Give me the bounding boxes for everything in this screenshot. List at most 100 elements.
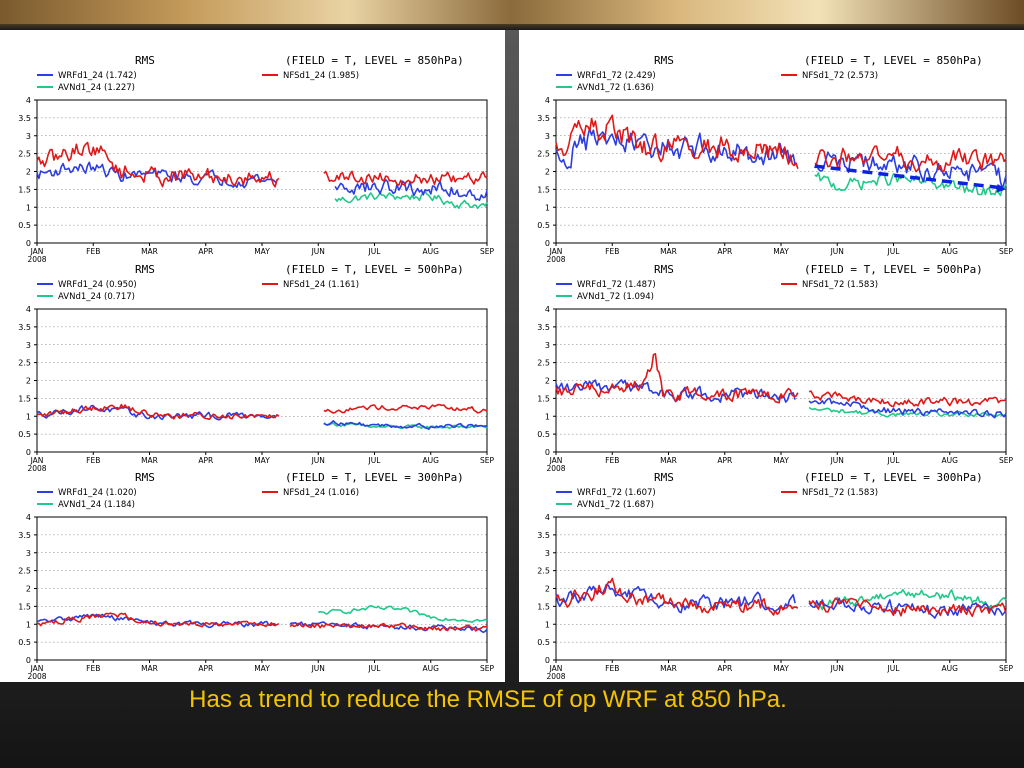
chart-left-1-legend-label-nfs: NFSd1_24 (1.161) — [283, 280, 359, 290]
chart-left-1-series-nfs-line — [323, 403, 488, 414]
chart-left-0: RMS (FIELD = T, LEVEL = 850hPa) WRFd1_24 (… — [18, 54, 494, 264]
chart-left-0-xtick-label: AUG — [423, 247, 440, 256]
chart-left-0-xtick-label: SEP — [480, 247, 494, 256]
chart-right-2-ytick-label: 1.5 — [537, 602, 550, 611]
chart-right-0-ytick-label: 4 — [545, 96, 550, 105]
chart-right-0-ytick-label: 1 — [545, 203, 550, 212]
chart-left-0-legend-label-avn: AVNd1_24 (1.227) — [58, 83, 135, 93]
chart-right-2-xtick-label: JUL — [887, 664, 901, 673]
chart-left-1: RMS (FIELD = T, LEVEL = 500hPa) WRFd1_24 (… — [18, 263, 494, 473]
chart-left-1-xtick-label: MAR — [141, 456, 158, 465]
chart-left-1-ytick-label: 0.5 — [18, 430, 31, 439]
chart-right-0-xtick-label: AUG — [942, 247, 959, 256]
chart-right-0-xtick-label: SEP — [999, 247, 1013, 256]
chart-right-2-ytick-label: 2 — [545, 585, 550, 594]
chart-right-1-ytick-label: 2.5 — [537, 359, 550, 368]
chart-left-2-xtick-label: JUL — [368, 664, 382, 673]
chart-left-1-legend-label-avn: AVNd1_24 (0.717) — [58, 292, 135, 302]
chart-left-0-legend-label-nfs: NFSd1_24 (1.985) — [283, 71, 359, 81]
chart-left-2-series-avn-line — [317, 604, 488, 624]
chart-left-2-xtick-label: SEP — [480, 664, 494, 673]
chart-left-1-ytick-label: 1 — [26, 412, 31, 421]
chart-right-1-series-avn-line — [808, 406, 1007, 418]
chart-left-2-legend-label-nfs: NFSd1_24 (1.016) — [283, 488, 359, 498]
chart-right-1-series-wrf-line — [808, 397, 1007, 419]
chart-left-2-title: RMS — [135, 471, 155, 484]
chart-left-2-ytick-label: 2.5 — [18, 567, 31, 576]
chart-left-0-ytick-label: 3.5 — [18, 114, 31, 123]
chart-right-1-ytick-label: 4 — [545, 305, 550, 314]
chart-right-2-xtick-label: JUN — [830, 664, 844, 673]
chart-left-0-xtick-label: JAN — [30, 247, 44, 256]
chart-left-1-xtick-label: JAN — [30, 456, 44, 465]
chart-right-0-legend-label-avn: AVNd1_72 (1.636) — [577, 83, 654, 93]
chart-left-1-ytick-label: 3 — [26, 341, 31, 350]
chart-right-2-ytick-label: 4 — [545, 513, 550, 522]
chart-right-0-legend-label-wrf: WRFd1_72 (2.429) — [577, 71, 656, 81]
chart-left-2: RMS (FIELD = T, LEVEL = 300hPa) WRFd1_24 (… — [18, 471, 494, 681]
chart-left-2-xtick-label: FEB — [86, 664, 100, 673]
chart-left-0-series-nfs-line — [323, 170, 488, 186]
chart-right-2: RMS (FIELD = T, LEVEL = 300hPa) WRFd1_72 (… — [537, 471, 1013, 681]
chart-left-2-ytick-label: 3 — [26, 549, 31, 558]
chart-right-0-series-nfs-line — [814, 145, 1007, 173]
chart-right-2-series-nfs-line — [555, 577, 799, 616]
chart-left-2-xtick-label: MAR — [141, 664, 158, 673]
chart-right-0-xtick-label: 2008 — [546, 255, 565, 264]
chart-right-1-ytick-label: 3.5 — [537, 323, 550, 332]
chart-right-1-xtick-label: AUG — [942, 456, 959, 465]
chart-right-1-legend-label-wrf: WRFd1_72 (1.487) — [577, 280, 656, 290]
chart-right-1-ytick-label: 1 — [545, 412, 550, 421]
chart-left-2-xtick-label: MAY — [254, 664, 270, 673]
chart-left-1-ytick-label: 2.5 — [18, 359, 31, 368]
chart-right-2-legend-label-wrf: WRFd1_72 (1.607) — [577, 488, 656, 498]
chart-left-0-ytick-label: 0 — [26, 239, 31, 248]
chart-right-2-ytick-label: 0 — [545, 656, 550, 665]
chart-right-0-ytick-label: 3.5 — [537, 114, 550, 123]
chart-right-1-xtick-label: APR — [717, 456, 732, 465]
chart-right-0-ytick-label: 0 — [545, 239, 550, 248]
chart-right-2-title: RMS — [654, 471, 674, 484]
chart-right-0-xtick-label: JAN — [549, 247, 563, 256]
chart-right-2-legend-label-avn: AVNd1_72 (1.687) — [577, 500, 654, 510]
chart-right-0-series-wrf-line — [555, 127, 796, 170]
chart-right-0-legend-label-nfs: NFSd1_72 (2.573) — [802, 71, 878, 81]
chart-right-0: RMS (FIELD = T, LEVEL = 850hPa) WRFd1_72 (… — [537, 54, 1013, 264]
chart-right-1-xtick-label: JAN — [549, 456, 563, 465]
chart-right-2-xtick-label: APR — [717, 664, 732, 673]
chart-left-0-xtick-label: APR — [198, 247, 213, 256]
chart-right-2-ytick-label: 3.5 — [537, 531, 550, 540]
right-charts-svg: RMS (FIELD = T, LEVEL = 850hPa) WRFd1_72 (… — [537, 54, 1013, 681]
chart-right-0-ytick-label: 2 — [545, 168, 550, 177]
chart-right-2-ytick-label: 1 — [545, 620, 550, 629]
chart-right-1-xtick-label: JUN — [830, 456, 844, 465]
chart-left-1-xtick-label: FEB — [86, 456, 100, 465]
chart-left-2-ytick-label: 1 — [26, 620, 31, 629]
chart-right-2-xtick-label: FEB — [605, 664, 619, 673]
chart-left-1-title: RMS — [135, 263, 155, 276]
chart-left-2-ytick-label: 0.5 — [18, 638, 31, 647]
chart-right-2-ytick-label: 3 — [545, 549, 550, 558]
chart-right-1-ytick-label: 0 — [545, 448, 550, 457]
chart-left-2-xtick-label: APR — [198, 664, 213, 673]
chart-left-1-ytick-label: 2 — [26, 377, 31, 386]
chart-right-1-ytick-label: 3 — [545, 341, 550, 350]
chart-right-1-xtick-label: FEB — [605, 456, 619, 465]
chart-left-0-xtick-label: JUN — [311, 247, 325, 256]
chart-left-2-legend-label-avn: AVNd1_24 (1.184) — [58, 500, 135, 510]
chart-right-0-xtick-label: APR — [717, 247, 732, 256]
chart-right-1-xtick-label: SEP — [999, 456, 1013, 465]
chart-right-1-ytick-label: 1.5 — [537, 394, 550, 403]
chart-right-1-series-nfs-line — [808, 390, 1007, 408]
left-charts-panel: RMS (FIELD = T, LEVEL = 850hPa) WRFd1_24 (… — [0, 30, 505, 682]
chart-left-1-ytick-label: 0 — [26, 448, 31, 457]
chart-left-0-legend-label-wrf: WRFd1_24 (1.742) — [58, 71, 137, 81]
chart-right-0-xtick-label: JUL — [887, 247, 901, 256]
chart-right-0-xtick-label: FEB — [605, 247, 619, 256]
chart-right-0-xtick-label: MAY — [773, 247, 789, 256]
chart-left-2-ytick-label: 3.5 — [18, 531, 31, 540]
chart-left-2-series-nfs-line — [289, 622, 488, 632]
chart-left-0-ytick-label: 2.5 — [18, 150, 31, 159]
chart-right-2-xtick-label: MAR — [660, 664, 677, 673]
chart-left-0-xtick-label: MAR — [141, 247, 158, 256]
